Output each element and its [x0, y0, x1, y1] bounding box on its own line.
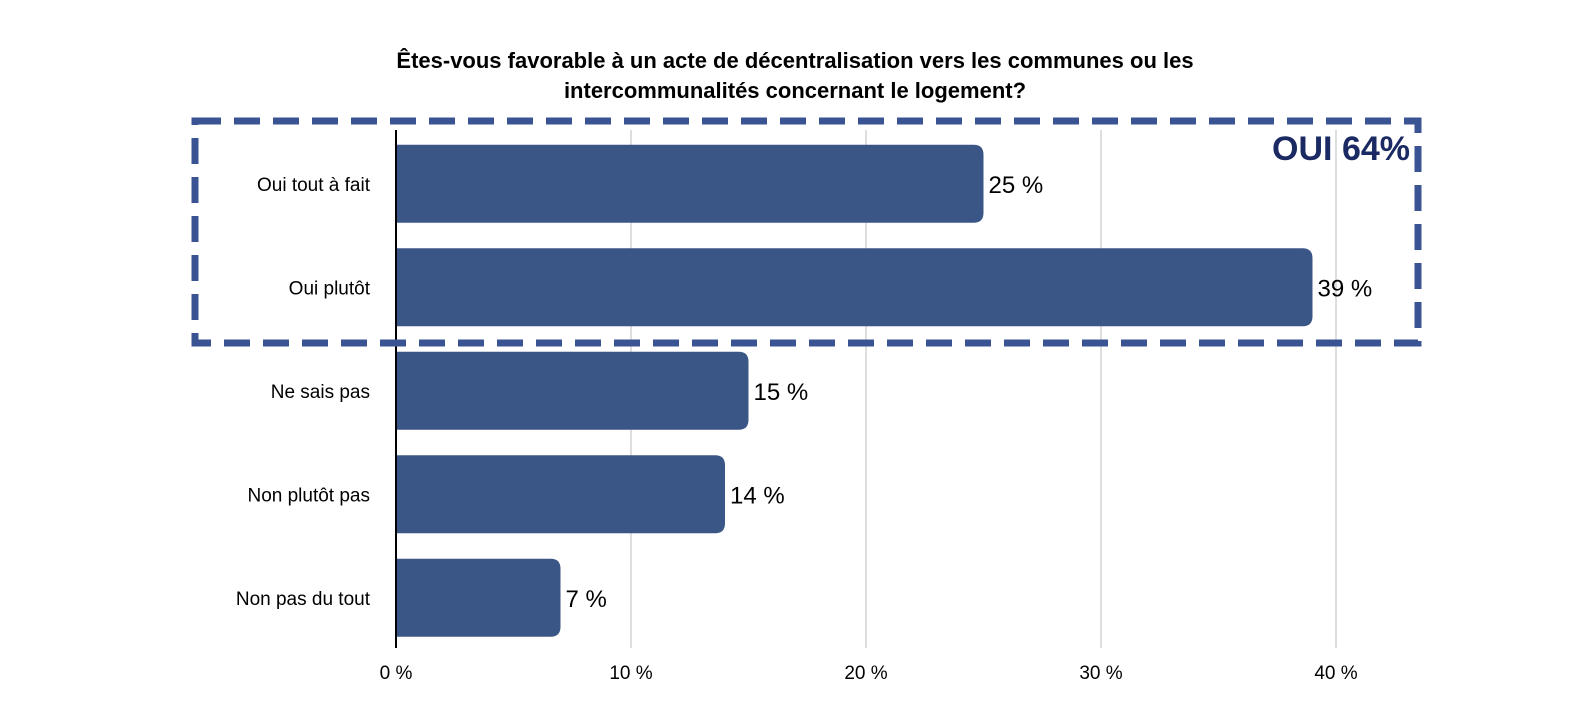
bar	[396, 144, 984, 223]
bar	[396, 455, 725, 534]
chart-title-line-1: Êtes-vous favorable à un acte de décentr…	[396, 48, 1194, 73]
category-label: Ne sais pas	[271, 382, 370, 403]
category-label: Non pas du tout	[236, 589, 371, 610]
data-label: 7 %	[566, 586, 607, 613]
bar	[396, 351, 749, 430]
category-label: Non plutôt pas	[247, 485, 370, 506]
x-tick-label: 40 %	[1314, 663, 1357, 684]
x-tick-label: 10 %	[609, 663, 652, 684]
data-label: 15 %	[754, 379, 809, 406]
bars	[396, 144, 1313, 637]
data-label: 14 %	[730, 482, 785, 509]
category-label: Oui plutôt	[289, 278, 371, 299]
bar	[396, 558, 561, 637]
x-tick-label: 30 %	[1079, 663, 1122, 684]
bar	[396, 248, 1313, 327]
data-label: 25 %	[989, 172, 1044, 199]
highlight-label: OUI 64%	[1272, 130, 1410, 168]
x-tick-label: 0 %	[380, 663, 413, 684]
x-tick-label: 20 %	[844, 663, 887, 684]
highlight-box	[191, 117, 1422, 347]
chart-title-line-2: intercommunalités concernant le logement…	[563, 78, 1027, 103]
chart-title: Êtes-vous favorable à un acte de décentr…	[0, 46, 1590, 106]
category-label: Oui tout à fait	[257, 175, 371, 196]
highlight-group: OUI 64%	[191, 117, 1422, 347]
labels: 0 % 10 % 20 % 30 % 40 % Oui tout à fait 25 % Ou…	[236, 172, 1372, 684]
data-label: 39 %	[1318, 275, 1373, 302]
